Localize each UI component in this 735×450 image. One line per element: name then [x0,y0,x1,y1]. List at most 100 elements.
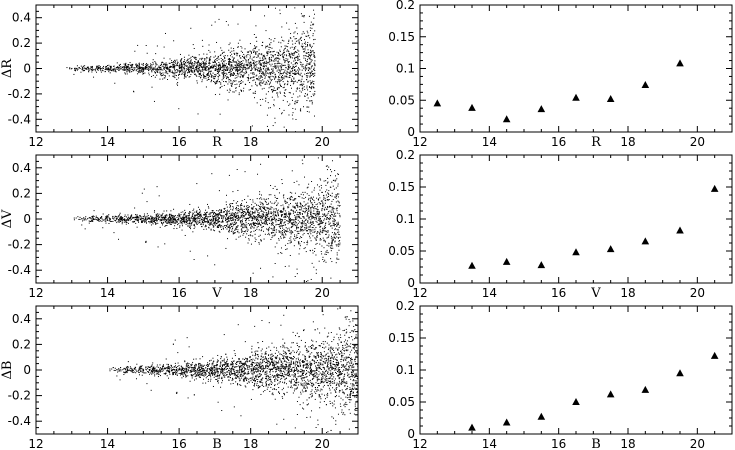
data-point [131,217,133,219]
data-point [318,213,320,215]
data-point [91,71,93,73]
data-point [109,66,111,68]
data-point [335,244,337,246]
data-point [279,70,281,72]
data-point [125,223,127,225]
data-point [298,232,300,234]
data-point [273,208,275,210]
data-point [262,79,264,81]
data-point [314,213,316,215]
data-point [153,67,155,69]
data-point [171,62,173,64]
data-point [296,87,298,89]
data-point [237,71,239,73]
data-point [211,223,213,225]
data-point [208,223,210,225]
data-point [304,247,306,249]
data-point [261,198,263,200]
data-point [323,204,325,206]
data-point [312,83,314,85]
data-point [314,90,316,92]
data-point [92,69,94,71]
data-point [313,9,315,11]
data-point [149,221,151,223]
data-point [166,72,168,74]
data-point [250,214,252,216]
data-point [100,68,102,70]
data-point [259,224,261,226]
data-point [289,219,291,221]
data-point [188,218,190,220]
data-point [231,50,233,52]
data-point [226,224,228,226]
data-point [132,63,134,65]
data-point [245,59,247,61]
data-point [321,230,323,232]
data-point [131,215,133,217]
data-point [298,243,300,245]
data-point [84,218,86,220]
data-point [156,214,158,216]
data-point [305,70,306,72]
data-point [270,211,272,213]
data-point [138,65,140,67]
data-point [338,213,340,215]
data-point [306,215,308,217]
data-point [252,272,254,274]
data-point [160,72,162,74]
data-point [241,224,243,226]
data-point [314,52,316,54]
data-point [210,70,212,72]
data-point [266,114,268,116]
data-point [150,216,152,218]
data-point [294,57,296,59]
data-point [256,79,258,81]
data-point [259,193,261,195]
data-point [276,94,278,96]
data-point [332,210,334,212]
data-point [306,224,308,226]
data-point [222,67,224,69]
data-point [201,67,203,68]
data-point [191,66,193,68]
data-point [234,77,236,79]
data-point [105,218,107,220]
data-point [188,215,190,217]
data-point [235,66,237,68]
data-point [297,69,299,71]
data-point [313,75,315,77]
data-point [313,95,315,97]
data-point [266,81,268,83]
data-point [288,211,290,213]
data-point [208,213,210,215]
data-point [236,53,238,55]
data-point [230,75,232,77]
data-point [124,221,126,223]
data-point [123,67,125,69]
data-point [221,62,223,64]
data-point [245,64,247,66]
data-point [245,67,247,69]
data-point [122,219,124,221]
data-point [224,57,226,59]
data-point [205,216,207,218]
data-point [281,221,283,223]
data-point [249,82,251,84]
data-point [240,203,242,205]
data-point [107,69,109,71]
data-point [255,222,257,224]
data-point [208,68,210,70]
data-point [114,67,116,69]
data-point [223,215,225,217]
data-point [211,221,213,223]
data-point [249,216,251,218]
data-point [330,175,332,177]
data-point [109,219,111,221]
data-point [265,214,267,216]
data-point [142,72,144,74]
data-point [241,47,243,49]
data-point [312,231,314,233]
data-point [262,98,264,100]
data-point [163,63,165,65]
data-point [254,202,256,204]
